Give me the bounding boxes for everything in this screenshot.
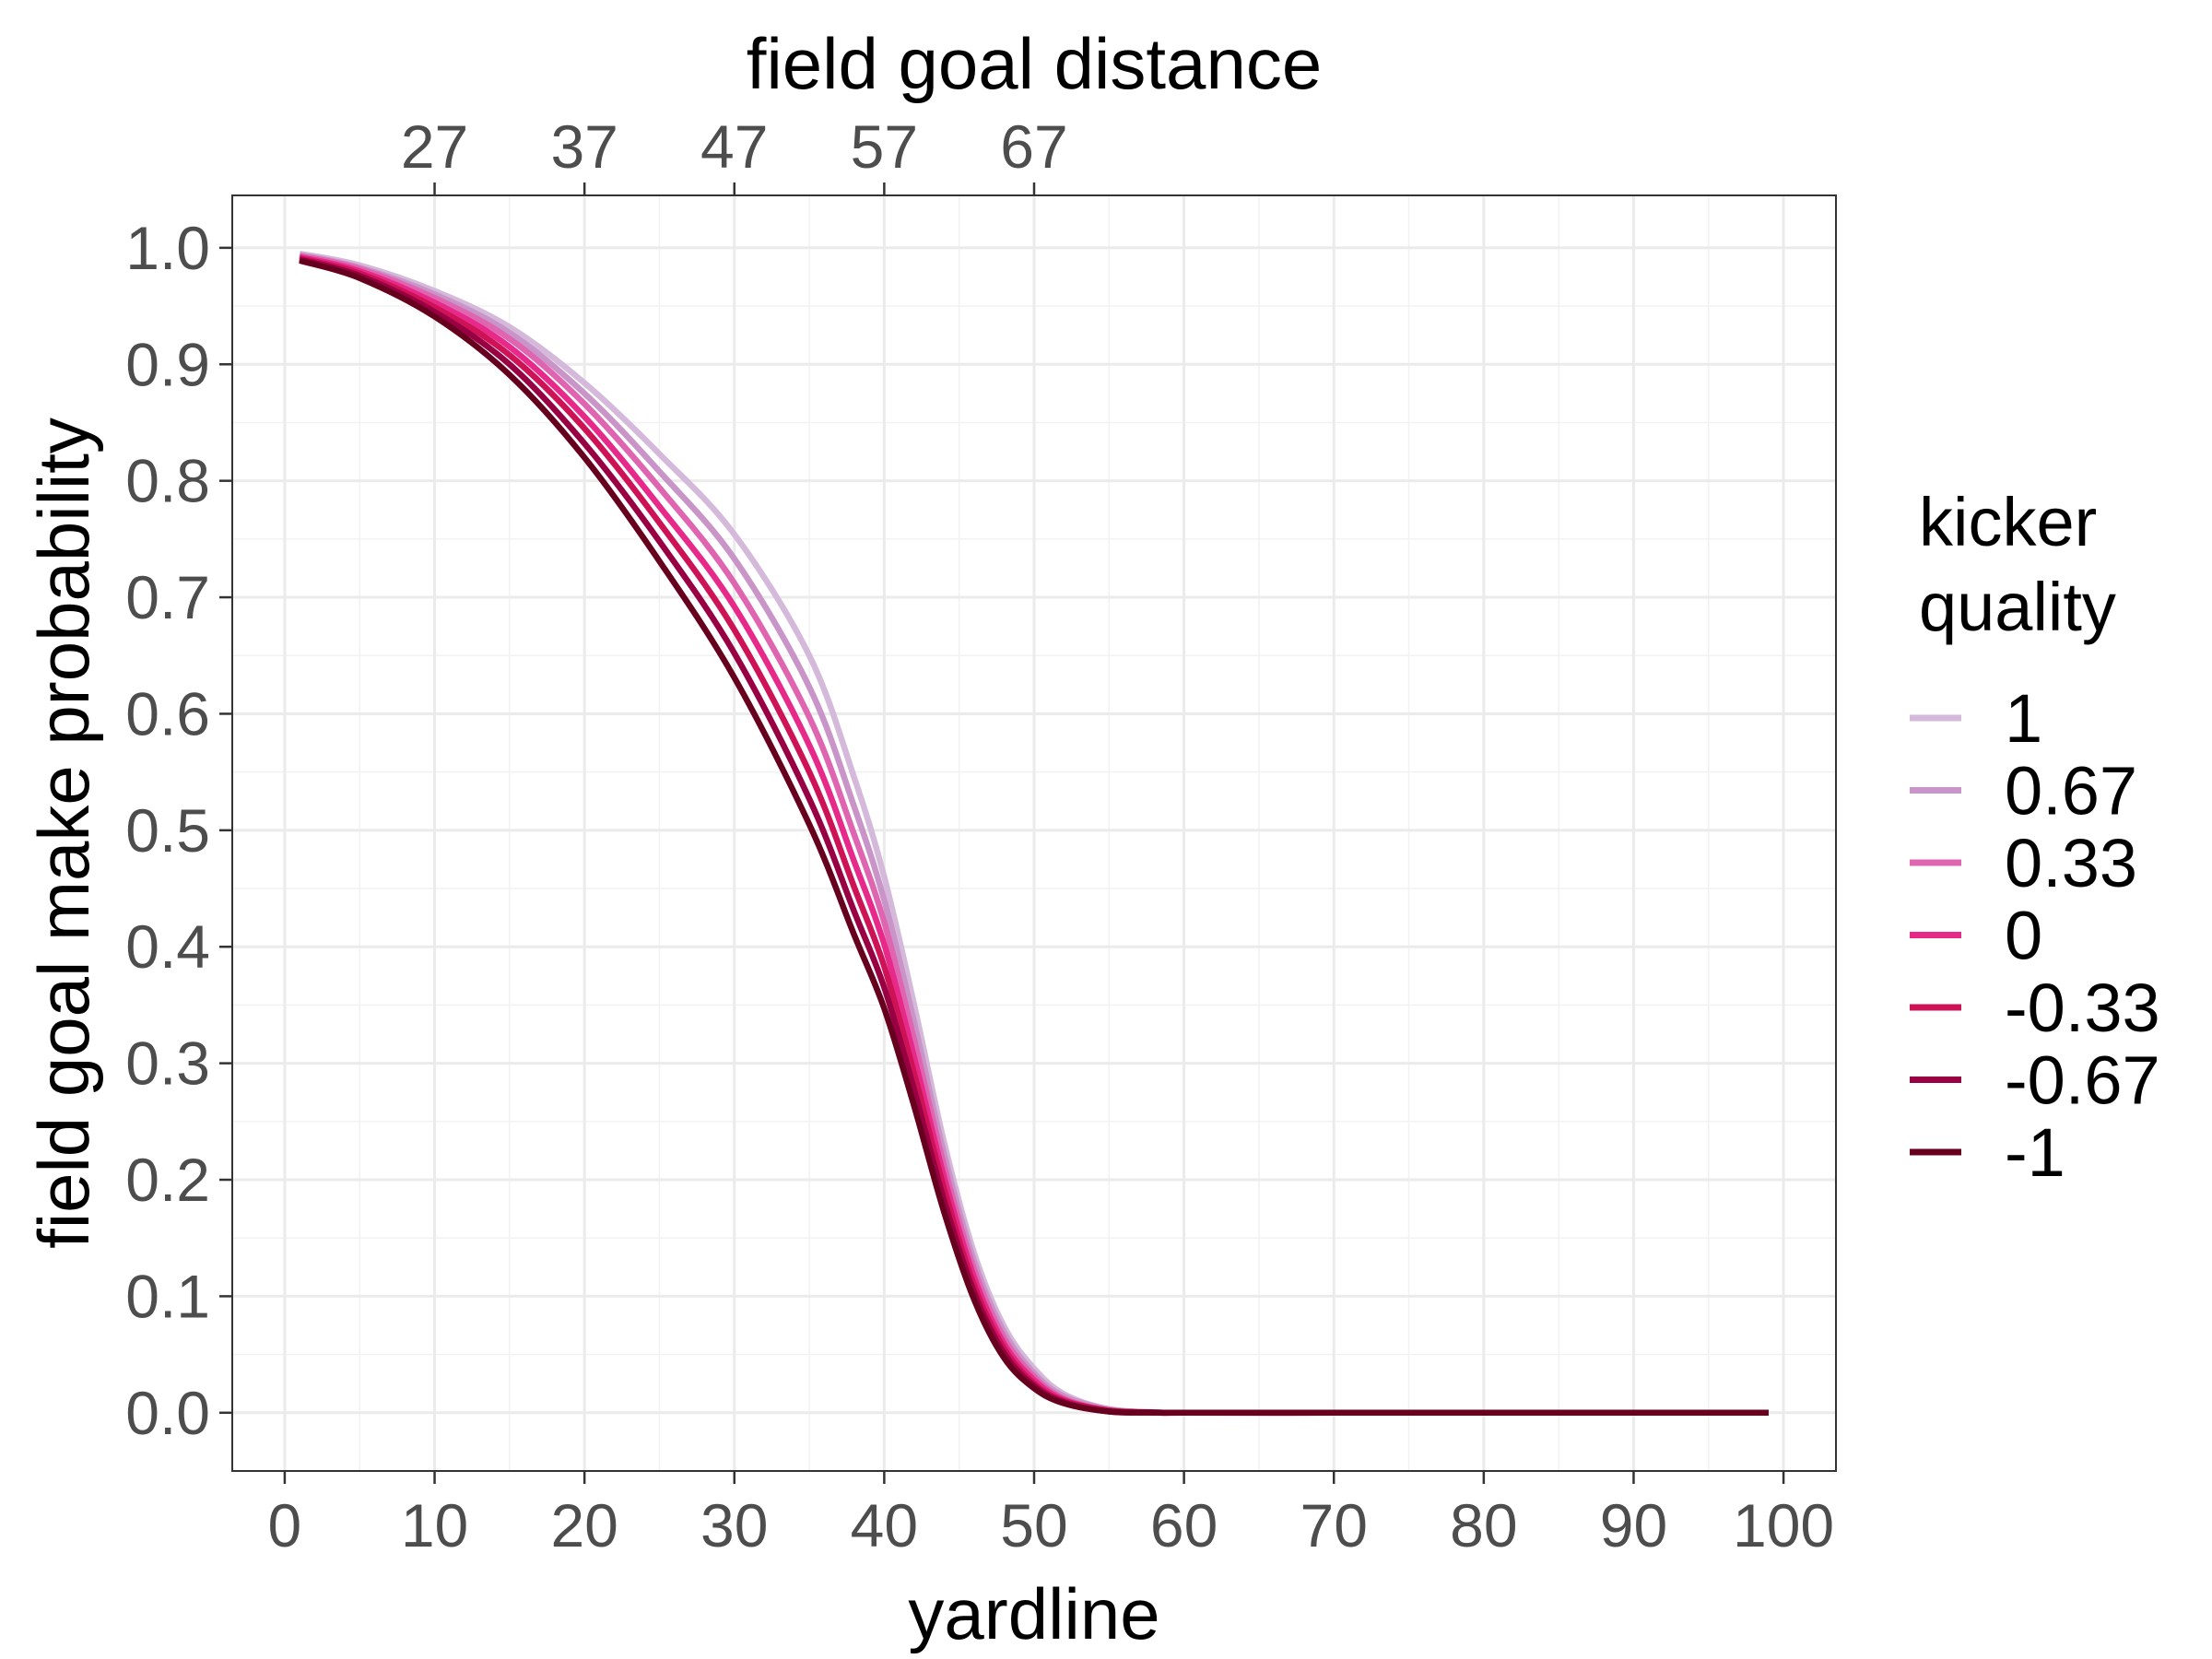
secondary-x-tick-label: 27 — [401, 112, 468, 181]
y-tick-label: 0.8 — [125, 447, 210, 515]
secondary-x-tick-label: 37 — [550, 112, 618, 181]
y-tick-label: 0.5 — [125, 796, 210, 865]
legend-label-3: 0 — [2005, 898, 2042, 974]
x-tick-label: 100 — [1733, 1491, 1834, 1559]
x-tick-label: 60 — [1150, 1491, 1218, 1559]
y-tick-label: 0.1 — [125, 1262, 210, 1330]
axis-layer: 0 10 20 30 40 50 60 70 80 90 100 0.0 0.1 0.2 0.3 0.4 0.5… — [125, 112, 1834, 1559]
y-tick-label: 0.7 — [125, 563, 210, 631]
series-line-6 — [299, 257, 1769, 1417]
y-axis-title: field goal make probability — [23, 418, 104, 1249]
y-tick-label: 0.4 — [125, 912, 210, 981]
legend-label-2: 0.33 — [2005, 825, 2137, 901]
x-tick-label: 10 — [401, 1491, 468, 1559]
y-tick-label: 1.0 — [125, 214, 210, 282]
legend-label-0: 1 — [2005, 680, 2042, 757]
legend-label-4: -0.33 — [2005, 970, 2160, 1046]
x-axis-title: yardline — [908, 1573, 1159, 1654]
legend-title-line-2: quality — [1919, 569, 2116, 645]
legend-label-6: -1 — [2005, 1114, 2065, 1191]
secondary-x-tick-label: 57 — [851, 112, 918, 181]
x-tick-label: 70 — [1300, 1491, 1368, 1559]
x-tick-label: 0 — [268, 1491, 302, 1559]
y-tick-label: 0.6 — [125, 679, 210, 747]
series-layer — [299, 251, 1769, 1417]
secondary-x-tick-label: 67 — [1000, 112, 1067, 181]
x-tick-label: 80 — [1450, 1491, 1517, 1559]
secondary-x-axis-title: field goal distance — [747, 23, 1322, 104]
y-tick-label: 0.0 — [125, 1379, 210, 1447]
x-tick-label: 30 — [700, 1491, 768, 1559]
x-tick-label: 20 — [550, 1491, 618, 1559]
x-tick-label: 90 — [1600, 1491, 1667, 1559]
legend-items: 10.670.330-0.33-0.67-1 — [1910, 680, 2160, 1191]
grid-layer — [232, 195, 1836, 1471]
x-tick-label: 50 — [1000, 1491, 1067, 1559]
legend-label-1: 0.67 — [2005, 753, 2137, 830]
legend-title-line-1: kicker — [1919, 484, 2097, 560]
y-tick-label: 0.3 — [125, 1030, 210, 1098]
legend-label-5: -0.67 — [2005, 1042, 2160, 1119]
legend: kicker quality 10.670.330-0.33-0.67-1 — [1910, 484, 2160, 1191]
y-tick-label: 0.2 — [125, 1146, 210, 1214]
x-tick-label: 40 — [851, 1491, 918, 1559]
y-tick-label: 0.9 — [125, 330, 210, 398]
secondary-x-tick-label: 47 — [700, 112, 768, 181]
